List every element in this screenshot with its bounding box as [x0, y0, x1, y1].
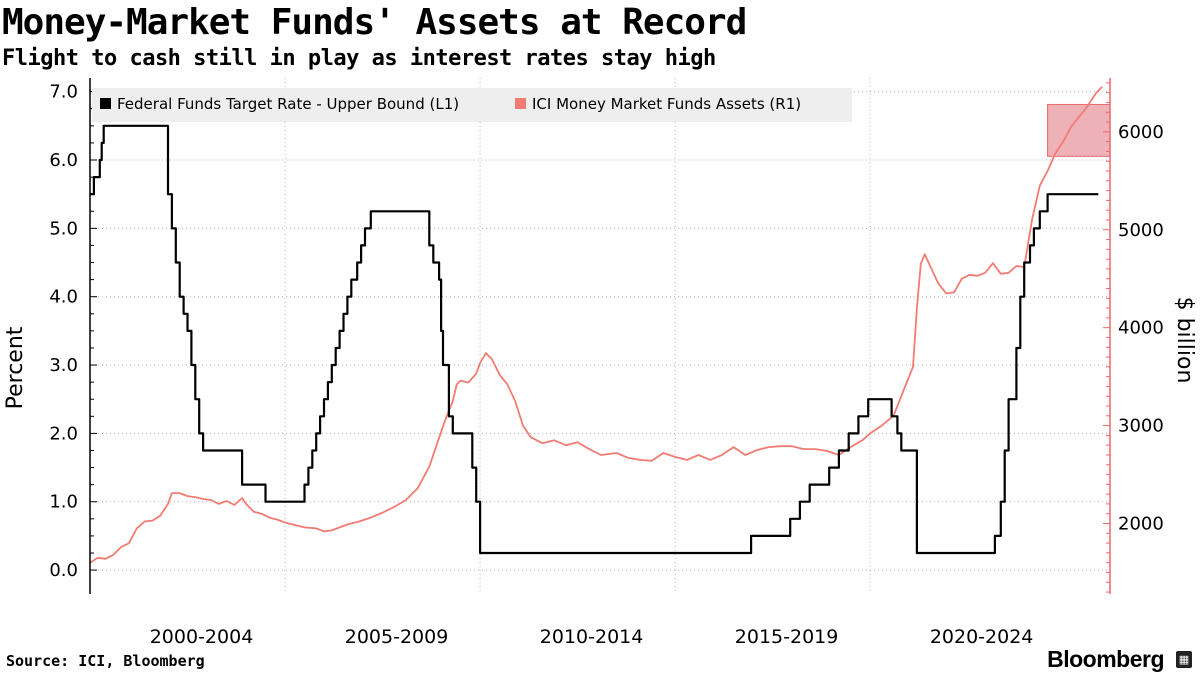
bloomberg-terminal-icon: ▦	[1176, 651, 1192, 668]
left-tick-label: 6.0	[49, 150, 78, 171]
right-tick-label: 2000	[1118, 514, 1164, 535]
series-line-mmf-assets	[89, 86, 1103, 564]
series-line-fed-funds-rate	[90, 124, 1099, 555]
legend-background	[92, 88, 852, 122]
highlight-box	[1047, 103, 1111, 157]
left-axis-label: Percent	[3, 326, 28, 409]
bloomberg-logo: Bloomberg	[1047, 646, 1164, 672]
left-tick-label: 7.0	[49, 82, 78, 103]
right-tick-label: 5000	[1118, 220, 1164, 241]
source-note: Source: ICI, Bloomberg	[6, 652, 205, 670]
chart-title: Money-Market Funds' Assets at Record	[2, 2, 747, 43]
right-tick-label: 4000	[1118, 318, 1164, 339]
left-tick-label: 1.0	[49, 492, 78, 513]
legend-label-assets: ICI Money Market Funds Assets (R1)	[532, 95, 801, 113]
left-tick-label: 4.0	[49, 287, 78, 308]
legend: Federal Funds Target Rate - Upper Bound …	[92, 88, 852, 122]
right-axis-label: $ billion	[1172, 297, 1197, 384]
x-tick-label: 2005-2009	[345, 626, 449, 648]
line-chart: 0.0 1.0 2.0 3.0 4.0 5.0 6.0 7.0 2000 3000 4000 5000…	[3, 78, 1197, 648]
x-tick-label: 2000-2004	[150, 626, 254, 648]
left-tick-label: 3.0	[49, 355, 78, 376]
legend-label-rate: Federal Funds Target Rate - Upper Bound …	[117, 95, 459, 113]
right-tick-label: 3000	[1118, 416, 1164, 437]
series-lines	[89, 86, 1103, 564]
x-tick-label: 2010-2014	[540, 626, 644, 648]
left-tick-label: 5.0	[49, 218, 78, 239]
axes: 0.0 1.0 2.0 3.0 4.0 5.0 6.0 7.0 2000 3000 4000 5000…	[49, 78, 1164, 648]
x-tick-label: 2020-2024	[930, 626, 1034, 648]
left-tick-label: 2.0	[49, 423, 78, 444]
right-tick-label: 6000	[1118, 122, 1164, 143]
legend-swatch-rate	[100, 98, 111, 109]
left-tick-label: 0.0	[49, 560, 78, 581]
chart-subtitle: Flight to cash still in play as interest…	[2, 46, 716, 71]
grid-lines	[90, 78, 1110, 594]
x-tick-label: 2015-2019	[735, 626, 839, 648]
legend-swatch-assets	[515, 98, 526, 109]
